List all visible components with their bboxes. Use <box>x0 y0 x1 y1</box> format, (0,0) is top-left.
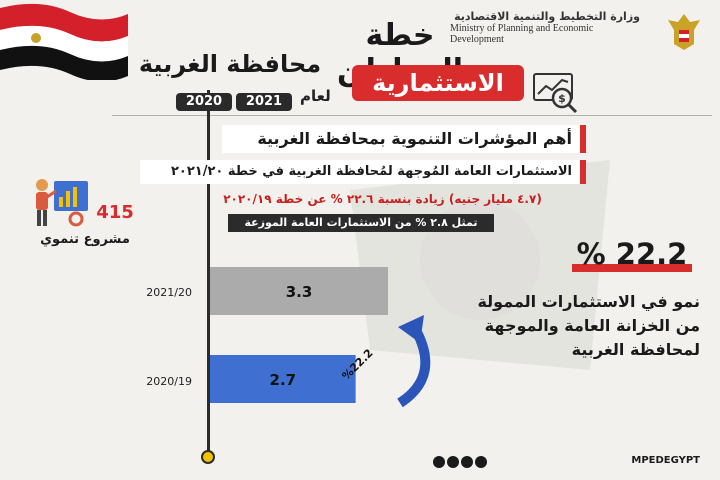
eagle-emblem-icon <box>668 14 700 50</box>
bar-1 <box>210 355 356 403</box>
projects-label: مشروع تنموي <box>40 232 130 247</box>
growth-line-2: من الخزانة العامة والموجهة <box>484 316 700 335</box>
category-label-2020-19: 2020/19 <box>146 375 192 388</box>
title-line-2: الاستثمارية <box>372 69 504 97</box>
growth-percent: % 22.2 <box>576 237 688 271</box>
share-note: تمثل ٢.٨ % من الاستثمارات العامة الموزعة <box>244 216 478 229</box>
bar-value-label-1: 2.7 <box>270 371 297 389</box>
title-highlight-box <box>352 65 524 101</box>
section-title: أهم المؤشرات التنموية بمحافظة الغربية <box>257 129 572 148</box>
percent-underline <box>572 264 692 272</box>
investment-magnifier-icon: $ <box>533 73 578 114</box>
ministry-name-ar: وزارة التخطيط والتنمية الاقتصادية <box>454 10 640 23</box>
social-media-icons <box>433 456 487 468</box>
development-projects-icon <box>36 179 88 227</box>
ministry-name: وزارة التخطيط والتنمية الاقتصادية Minist… <box>450 10 640 45</box>
investment-bar-chart: 3.32.7 %22.2 <box>210 267 431 408</box>
growth-line-1: نمو في الاستثمارات الممولة <box>477 292 700 311</box>
bar-value-label-0: 3.3 <box>286 283 313 301</box>
category-label-2021-20: 2021/20 <box>146 286 192 299</box>
year-badge-2021: 2021 <box>236 93 292 111</box>
vertical-axis-line <box>207 90 210 458</box>
section-subtitle-box <box>140 160 586 184</box>
section-subtitle: الاستثمارات العامة المُوجهة لمُحافظة الغ… <box>170 164 572 179</box>
projects-count: 415 <box>96 202 134 223</box>
bar-0 <box>210 267 388 315</box>
growth-description: نمو في الاستثمارات الممولة من الخزانة ال… <box>400 290 700 362</box>
section-title-box <box>222 125 586 153</box>
year-badge-2020: 2020 <box>176 93 232 111</box>
egypt-flag-icon <box>0 3 128 80</box>
divider-line <box>112 115 712 116</box>
for-year-label: لعام <box>300 87 331 105</box>
title-line-3: محافظة الغربية <box>138 50 322 78</box>
social-handle: MPEDEGYPT <box>631 455 700 466</box>
share-note-box <box>228 214 494 232</box>
ministry-name-en-2: Development <box>450 34 504 45</box>
axis-dot <box>201 450 215 464</box>
increase-note: (٤.٧ مليار جنيه) زيادة بنسبة ٢٢.٦ % عن خ… <box>223 192 542 206</box>
growth-line-3: لمحافظة الغربية <box>571 340 700 359</box>
ministry-name-en-1: Ministry of Planning and Economic <box>450 23 594 34</box>
svg-text:$: $ <box>558 92 566 105</box>
growth-arrow-head <box>398 315 424 343</box>
